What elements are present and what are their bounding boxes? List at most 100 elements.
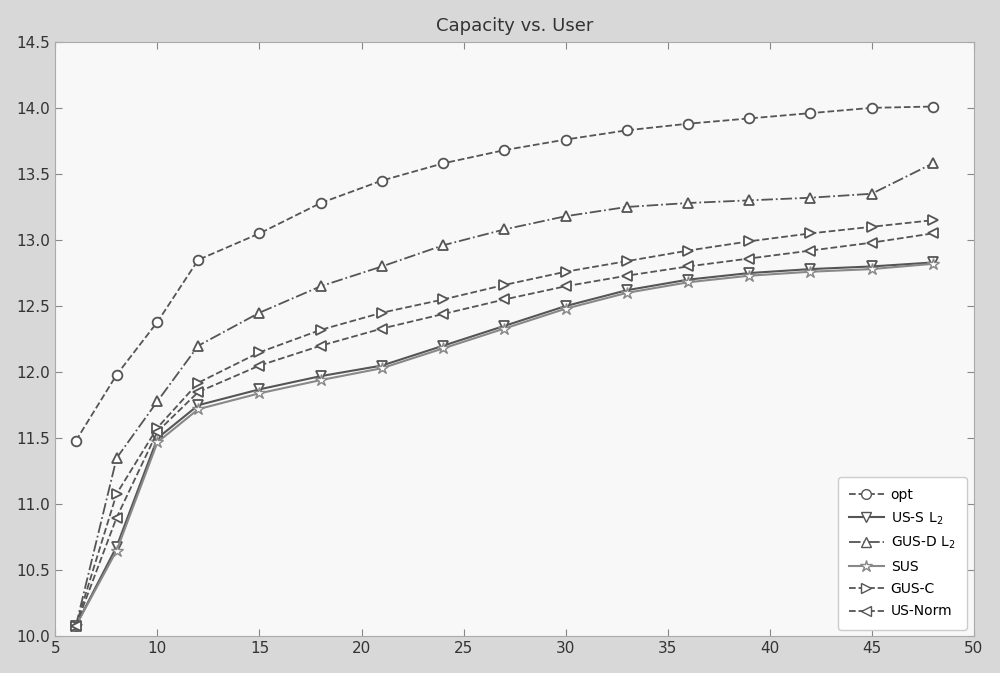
Title: Capacity vs. User: Capacity vs. User	[436, 17, 593, 35]
SUS	[866, 265, 878, 273]
GUS-D $\mathregular{L_2}$	[498, 225, 510, 234]
opt	[927, 102, 939, 110]
US-S $\mathregular{L_2}$	[743, 269, 755, 277]
GUS-D $\mathregular{L_2}$	[682, 199, 694, 207]
GUS-D $\mathregular{L_2}$	[151, 397, 163, 405]
opt	[621, 127, 633, 135]
US-S $\mathregular{L_2}$	[70, 622, 82, 630]
Legend: opt, US-S $\mathregular{L_2}$, GUS-D $\mathregular{L_2}$, SUS, GUS-C, US-Norm: opt, US-S $\mathregular{L_2}$, GUS-D $\m…	[838, 477, 967, 629]
opt	[70, 437, 82, 445]
opt	[315, 199, 327, 207]
US-S $\mathregular{L_2}$	[151, 434, 163, 442]
SUS	[253, 389, 265, 397]
GUS-C	[804, 229, 816, 238]
SUS	[151, 438, 163, 446]
SUS	[437, 345, 449, 353]
SUS	[192, 405, 204, 413]
GUS-C	[437, 295, 449, 304]
US-S $\mathregular{L_2}$	[315, 372, 327, 380]
US-Norm	[621, 272, 633, 280]
US-Norm	[927, 229, 939, 238]
US-S $\mathregular{L_2}$	[192, 401, 204, 409]
GUS-C	[621, 257, 633, 265]
opt	[804, 109, 816, 117]
opt	[866, 104, 878, 112]
SUS	[927, 260, 939, 268]
GUS-D $\mathregular{L_2}$	[804, 194, 816, 202]
US-Norm	[866, 239, 878, 247]
GUS-C	[743, 238, 755, 246]
US-Norm	[437, 310, 449, 318]
US-S $\mathregular{L_2}$	[621, 286, 633, 294]
opt	[111, 371, 123, 379]
opt	[682, 120, 694, 128]
GUS-C	[682, 246, 694, 254]
US-S $\mathregular{L_2}$	[682, 276, 694, 284]
Line: US-Norm: US-Norm	[71, 229, 938, 631]
GUS-C	[927, 216, 939, 224]
US-S $\mathregular{L_2}$	[560, 302, 572, 310]
US-Norm	[315, 342, 327, 350]
SUS	[315, 376, 327, 384]
Line: US-S $\mathregular{L_2}$: US-S $\mathregular{L_2}$	[71, 258, 938, 631]
GUS-D $\mathregular{L_2}$	[866, 190, 878, 198]
US-Norm	[192, 388, 204, 396]
US-Norm	[376, 324, 388, 332]
GUS-D $\mathregular{L_2}$	[437, 241, 449, 249]
GUS-C	[111, 490, 123, 498]
GUS-D $\mathregular{L_2}$	[743, 197, 755, 205]
opt	[437, 160, 449, 168]
GUS-D $\mathregular{L_2}$	[70, 622, 82, 630]
US-S $\mathregular{L_2}$	[927, 258, 939, 267]
SUS	[498, 324, 510, 332]
GUS-C	[866, 223, 878, 231]
GUS-C	[151, 423, 163, 431]
US-Norm	[498, 295, 510, 304]
US-Norm	[253, 361, 265, 369]
US-Norm	[804, 246, 816, 254]
US-Norm	[682, 262, 694, 271]
opt	[498, 146, 510, 154]
US-Norm	[560, 282, 572, 290]
GUS-C	[315, 326, 327, 334]
Line: GUS-D $\mathregular{L_2}$: GUS-D $\mathregular{L_2}$	[71, 159, 938, 631]
US-S $\mathregular{L_2}$	[111, 542, 123, 551]
US-S $\mathregular{L_2}$	[376, 361, 388, 369]
US-Norm	[111, 513, 123, 522]
opt	[151, 318, 163, 326]
Line: GUS-C: GUS-C	[71, 215, 938, 631]
GUS-C	[376, 309, 388, 317]
GUS-C	[70, 622, 82, 630]
US-Norm	[70, 622, 82, 630]
Line: opt: opt	[71, 102, 938, 446]
SUS	[682, 278, 694, 286]
US-S $\mathregular{L_2}$	[866, 262, 878, 271]
US-Norm	[743, 254, 755, 262]
GUS-D $\mathregular{L_2}$	[253, 309, 265, 317]
GUS-C	[192, 379, 204, 387]
GUS-C	[560, 268, 572, 276]
US-S $\mathregular{L_2}$	[498, 322, 510, 330]
opt	[376, 176, 388, 184]
GUS-D $\mathregular{L_2}$	[927, 160, 939, 168]
GUS-D $\mathregular{L_2}$	[560, 212, 572, 220]
GUS-C	[498, 281, 510, 289]
SUS	[804, 268, 816, 276]
SUS	[621, 289, 633, 297]
SUS	[111, 546, 123, 555]
US-S $\mathregular{L_2}$	[437, 342, 449, 350]
opt	[560, 135, 572, 143]
opt	[253, 229, 265, 238]
GUS-D $\mathregular{L_2}$	[621, 203, 633, 211]
SUS	[743, 272, 755, 280]
Line: SUS: SUS	[70, 258, 939, 632]
SUS	[560, 305, 572, 313]
SUS	[376, 364, 388, 372]
US-S $\mathregular{L_2}$	[804, 265, 816, 273]
GUS-D $\mathregular{L_2}$	[315, 282, 327, 290]
opt	[192, 256, 204, 264]
US-Norm	[151, 427, 163, 435]
GUS-D $\mathregular{L_2}$	[376, 262, 388, 271]
GUS-D $\mathregular{L_2}$	[111, 454, 123, 462]
opt	[743, 114, 755, 122]
